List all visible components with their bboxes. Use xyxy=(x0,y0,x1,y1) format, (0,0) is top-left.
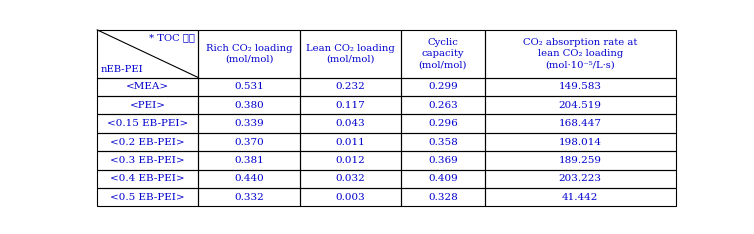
Bar xyxy=(299,78,401,96)
Text: 0.369: 0.369 xyxy=(428,156,458,165)
Text: Rich CO₂ loading
(mol/mol): Rich CO₂ loading (mol/mol) xyxy=(206,44,293,64)
Bar xyxy=(299,151,401,170)
Text: <0.2 EB-PEI>: <0.2 EB-PEI> xyxy=(111,138,185,146)
Bar xyxy=(485,170,676,188)
Text: 0.332: 0.332 xyxy=(234,193,264,202)
Text: <PEI>: <PEI> xyxy=(130,101,166,110)
Text: 0.263: 0.263 xyxy=(428,101,458,110)
Text: Cyclic
capacity
(mol/mol): Cyclic capacity (mol/mol) xyxy=(418,38,467,70)
Bar xyxy=(198,151,299,170)
Bar xyxy=(485,151,676,170)
Text: 0.409: 0.409 xyxy=(428,174,458,183)
Text: 0.370: 0.370 xyxy=(234,138,264,146)
Text: 0.012: 0.012 xyxy=(336,156,365,165)
Bar xyxy=(198,114,299,133)
Bar xyxy=(97,114,198,133)
Bar xyxy=(97,96,198,114)
Text: 0.358: 0.358 xyxy=(428,138,458,146)
Text: CO₂ absorption rate at
lean CO₂ loading
(mol·10⁻⁵/L·s): CO₂ absorption rate at lean CO₂ loading … xyxy=(523,38,637,70)
Text: <0.3 EB-PEI>: <0.3 EB-PEI> xyxy=(111,156,185,165)
Bar xyxy=(97,188,198,206)
Text: <0.15 EB-PEI>: <0.15 EB-PEI> xyxy=(107,119,188,128)
Bar xyxy=(299,96,401,114)
Bar xyxy=(485,78,676,96)
Bar xyxy=(401,114,485,133)
Text: 0.003: 0.003 xyxy=(336,193,365,202)
Text: 41.442: 41.442 xyxy=(562,193,599,202)
Bar xyxy=(401,170,485,188)
Bar xyxy=(299,133,401,151)
Bar xyxy=(97,151,198,170)
Bar xyxy=(198,30,299,78)
Text: 0.380: 0.380 xyxy=(234,101,264,110)
Bar xyxy=(485,133,676,151)
Bar xyxy=(299,170,401,188)
Bar xyxy=(198,96,299,114)
Text: <0.4 EB-PEI>: <0.4 EB-PEI> xyxy=(111,174,185,183)
Text: Lean CO₂ loading
(mol/mol): Lean CO₂ loading (mol/mol) xyxy=(306,44,394,64)
Bar xyxy=(401,78,485,96)
Bar xyxy=(299,30,401,78)
Bar xyxy=(485,96,676,114)
Bar xyxy=(401,188,485,206)
Bar xyxy=(97,78,198,96)
Bar xyxy=(485,30,676,78)
Bar xyxy=(401,151,485,170)
Text: 0.032: 0.032 xyxy=(336,174,365,183)
Bar xyxy=(401,96,485,114)
Text: 0.328: 0.328 xyxy=(428,193,458,202)
Text: 0.117: 0.117 xyxy=(336,101,365,110)
Bar xyxy=(485,114,676,133)
Bar xyxy=(401,30,485,78)
Text: 0.381: 0.381 xyxy=(234,156,264,165)
Text: <0.5 EB-PEI>: <0.5 EB-PEI> xyxy=(111,193,185,202)
Text: nEB-PEI: nEB-PEI xyxy=(101,65,143,74)
Text: 149.583: 149.583 xyxy=(559,82,602,91)
Bar xyxy=(97,170,198,188)
Text: <MEA>: <MEA> xyxy=(126,82,170,91)
Bar xyxy=(299,114,401,133)
Text: 198.014: 198.014 xyxy=(559,138,602,146)
Bar xyxy=(299,188,401,206)
Text: 189.259: 189.259 xyxy=(559,156,602,165)
Bar xyxy=(198,78,299,96)
Bar xyxy=(198,170,299,188)
Text: 0.011: 0.011 xyxy=(336,138,365,146)
Bar xyxy=(401,133,485,151)
Bar xyxy=(198,133,299,151)
Text: 204.519: 204.519 xyxy=(559,101,602,110)
Bar xyxy=(485,188,676,206)
Bar xyxy=(97,133,198,151)
Text: 0.339: 0.339 xyxy=(234,119,264,128)
Text: 0.232: 0.232 xyxy=(336,82,365,91)
Text: 0.531: 0.531 xyxy=(234,82,264,91)
Text: 0.440: 0.440 xyxy=(234,174,264,183)
Text: 0.296: 0.296 xyxy=(428,119,458,128)
Text: 168.447: 168.447 xyxy=(559,119,602,128)
Text: 0.299: 0.299 xyxy=(428,82,458,91)
Text: 203.223: 203.223 xyxy=(559,174,602,183)
Text: 0.043: 0.043 xyxy=(336,119,365,128)
Bar xyxy=(198,188,299,206)
Text: * TOC 기준: * TOC 기준 xyxy=(149,33,195,42)
Bar xyxy=(97,30,198,78)
